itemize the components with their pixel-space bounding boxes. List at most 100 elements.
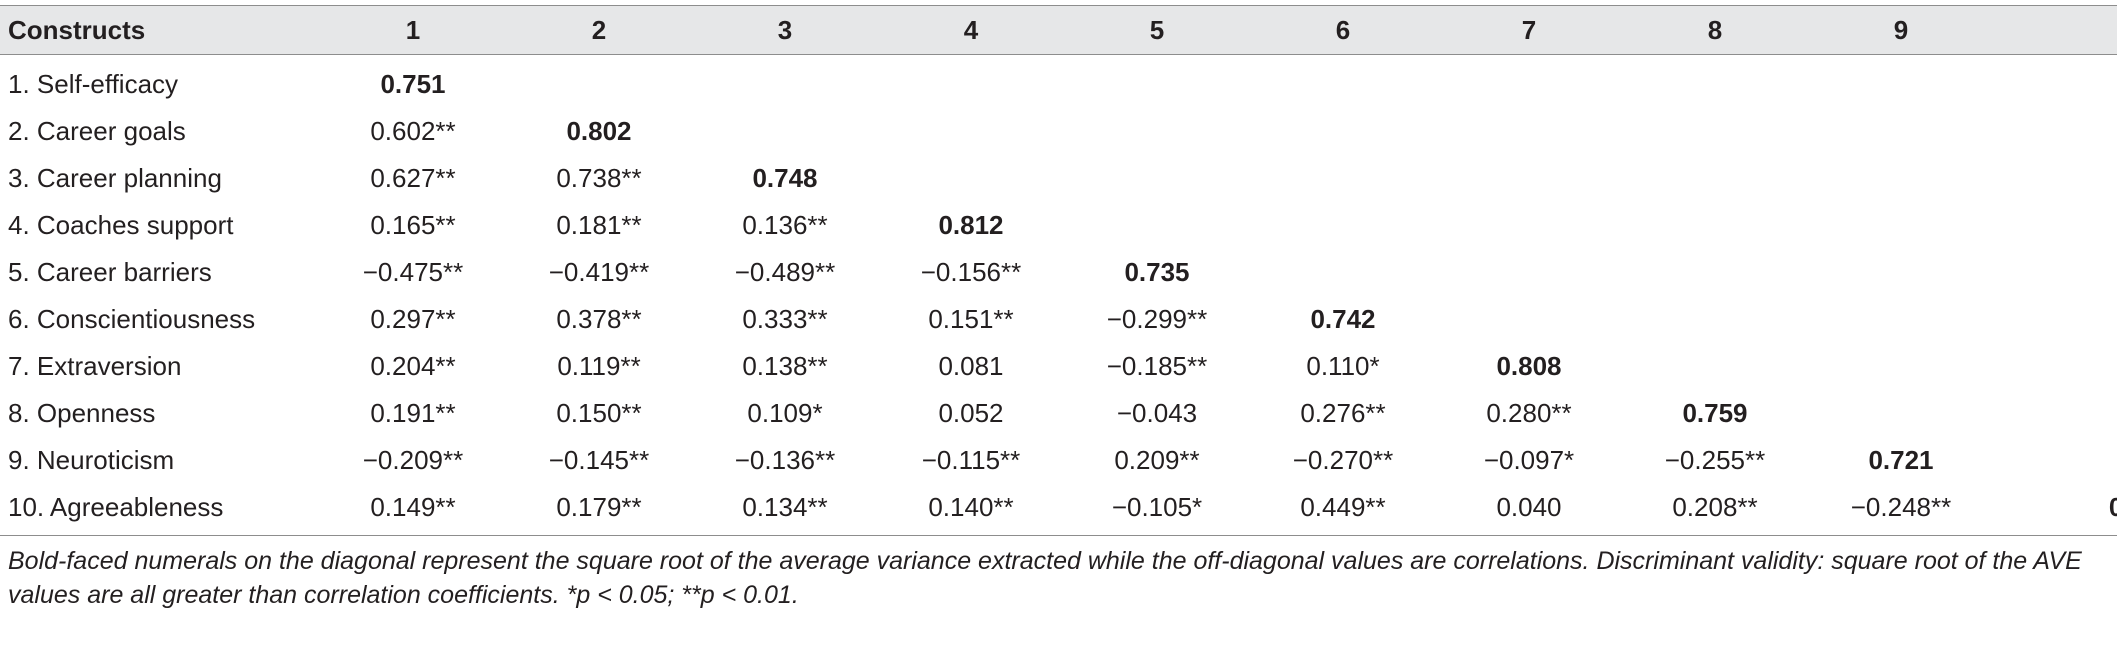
correlation-cell — [692, 108, 878, 155]
correlation-cell — [1250, 202, 1436, 249]
correlation-cell — [506, 55, 692, 109]
correlation-cell: 0.378** — [556, 304, 642, 334]
correlation-cell — [1436, 108, 1622, 155]
row-label: 8. Openness — [8, 398, 156, 428]
table-row: 7. Extraversion 0.204** 0.119** 0.138** 0.08… — [0, 343, 2117, 390]
correlation-cell — [1994, 343, 2117, 390]
column-header-9: 9 — [1808, 5, 1994, 55]
correlation-cell: 0.040 — [1436, 484, 1622, 536]
diagonal-ave-cell: 0.721 — [1868, 445, 1934, 475]
diagonal-ave-cell: 0.812 — [938, 210, 1004, 240]
correlation-cell: 0.136** — [742, 210, 828, 240]
correlation-cell — [1808, 202, 1994, 249]
correlation-cell: 0.081 — [938, 351, 1004, 381]
correlation-cell — [1064, 202, 1250, 249]
correlation-cell: 0.333** — [742, 304, 828, 334]
correlation-cell — [1622, 343, 1808, 390]
correlation-cell — [1994, 55, 2117, 109]
row-label: 9. Neuroticism — [8, 445, 175, 475]
correlation-table: Constructs12345678910 1. Self-efficacy 0.… — [0, 5, 2117, 536]
correlation-cell: 0.140** — [878, 484, 1064, 536]
correlation-cell — [1436, 249, 1622, 296]
correlation-cell: −0.097* — [1483, 445, 1575, 475]
correlation-cell: −0.156** — [920, 257, 1022, 287]
correlation-cell: 0.208** — [1622, 484, 1808, 536]
column-header-5: 5 — [1064, 5, 1250, 55]
correlation-cell — [1994, 155, 2117, 202]
correlation-cell — [1250, 249, 1436, 296]
column-header-constructs: Constructs — [0, 5, 320, 55]
correlation-cell — [1436, 202, 1622, 249]
correlation-cell — [1436, 296, 1622, 343]
correlation-cell — [1808, 249, 1994, 296]
table-row: 4. Coaches support 0.165** 0.181** 0.136** 0… — [0, 202, 2117, 249]
diagonal-ave-cell: 0.808 — [1496, 351, 1562, 381]
correlation-cell: 0.138** — [742, 351, 828, 381]
correlation-cell — [878, 155, 1064, 202]
correlation-cell — [1622, 155, 1808, 202]
diagonal-ave-cell: 0.759 — [1682, 398, 1748, 428]
correlation-cell: 0.150** — [556, 398, 642, 428]
diagonal-ave-cell: 0.742 — [1310, 304, 1376, 334]
correlation-cell: 0.110* — [1306, 351, 1380, 381]
column-header-3: 3 — [692, 5, 878, 55]
correlation-cell — [1994, 296, 2117, 343]
correlation-cell — [1622, 108, 1808, 155]
correlation-cell: −0.043 — [1116, 398, 1198, 428]
row-label: 1. Self-efficacy — [8, 69, 179, 99]
correlation-table-container: Constructs12345678910 1. Self-efficacy 0.… — [0, 5, 2117, 609]
correlation-cell: 0.109* — [747, 398, 823, 428]
correlation-cell — [1808, 108, 1994, 155]
correlation-cell: −0.115** — [921, 445, 1021, 475]
correlation-cell: −0.248** — [1808, 484, 1994, 536]
correlation-cell — [878, 55, 1064, 109]
correlation-cell: −0.419** — [548, 257, 650, 287]
correlation-cell: −0.185** — [1106, 351, 1208, 381]
correlation-cell: −0.255** — [1664, 445, 1766, 475]
correlation-cell — [1622, 249, 1808, 296]
correlation-cell — [1994, 390, 2117, 437]
correlation-cell: −0.270** — [1292, 445, 1394, 475]
row-label: 2. Career goals — [8, 116, 186, 146]
correlation-cell: −0.136** — [734, 445, 836, 475]
correlation-cell — [1250, 55, 1436, 109]
row-label: 4. Coaches support — [8, 210, 234, 240]
row-label: 3. Career planning — [8, 163, 222, 193]
column-header-7: 7 — [1436, 5, 1622, 55]
correlation-cell — [1436, 155, 1622, 202]
correlation-cell: 0.179** — [506, 484, 692, 536]
correlation-cell: −0.489** — [734, 257, 836, 287]
correlation-cell — [1064, 55, 1250, 109]
correlation-cell — [1064, 155, 1250, 202]
column-header-1: 1 — [320, 5, 506, 55]
correlation-cell: 0.209** — [1114, 445, 1200, 475]
diagonal-ave-cell: 0.802 — [566, 116, 632, 146]
diagonal-ave-cell: 0.707 — [1994, 484, 2117, 536]
table-header: Constructs12345678910 — [0, 5, 2117, 55]
correlation-cell — [1250, 155, 1436, 202]
correlation-cell: 0.181** — [556, 210, 642, 240]
table-row: 10. Agreeableness 0.149** 0.179** 0.134** 0.… — [0, 484, 2117, 536]
diagonal-ave-cell: 0.748 — [752, 163, 818, 193]
column-header-8: 8 — [1622, 5, 1808, 55]
correlation-cell: 0.165** — [370, 210, 456, 240]
correlation-cell — [1808, 296, 1994, 343]
correlation-cell — [1994, 108, 2117, 155]
correlation-cell — [1808, 55, 1994, 109]
correlation-cell: 0.280** — [1486, 398, 1572, 428]
diagonal-ave-cell: 0.735 — [1124, 257, 1190, 287]
correlation-cell: −0.145** — [548, 445, 650, 475]
correlation-cell — [1250, 108, 1436, 155]
correlation-cell: −0.209** — [362, 445, 464, 475]
correlation-cell: 0.627** — [370, 163, 456, 193]
diagonal-ave-cell: 0.751 — [380, 69, 446, 99]
correlation-cell: 0.052 — [938, 398, 1004, 428]
table-row: 2. Career goals 0.602** 0.802 — [0, 108, 2117, 155]
correlation-cell: 0.276** — [1300, 398, 1386, 428]
table-row: 5. Career barriers −0.475** −0.419** −0.489… — [0, 249, 2117, 296]
correlation-cell: 0.204** — [370, 351, 456, 381]
correlation-cell: −0.299** — [1106, 304, 1208, 334]
row-label: 6. Conscientiousness — [8, 304, 256, 334]
correlation-cell — [1622, 202, 1808, 249]
correlation-cell — [1808, 390, 1994, 437]
